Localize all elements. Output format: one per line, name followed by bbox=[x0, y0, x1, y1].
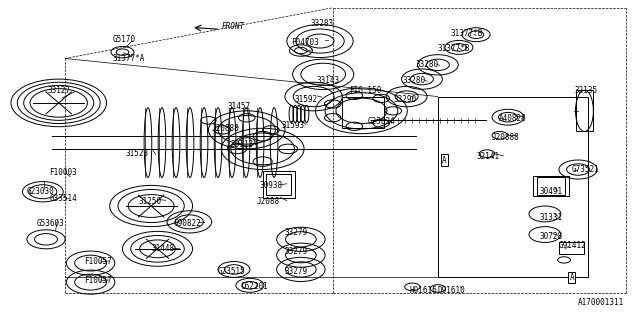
Text: G33514: G33514 bbox=[49, 194, 77, 203]
Text: 33127: 33127 bbox=[47, 86, 70, 95]
Bar bbox=[534, 176, 568, 196]
Text: J20888: J20888 bbox=[212, 124, 239, 133]
Text: 31377*B: 31377*B bbox=[451, 28, 483, 38]
Text: D91610: D91610 bbox=[438, 285, 466, 295]
Text: FRONT: FRONT bbox=[221, 22, 244, 31]
Bar bbox=[262, 171, 294, 198]
Text: 33279: 33279 bbox=[285, 228, 308, 237]
Text: G23030: G23030 bbox=[27, 187, 54, 196]
Text: 30728: 30728 bbox=[540, 232, 563, 241]
Text: FIG.150: FIG.150 bbox=[349, 86, 381, 95]
Text: G53603: G53603 bbox=[36, 219, 64, 228]
Bar bbox=[266, 174, 291, 195]
Text: 31377*B: 31377*B bbox=[438, 44, 470, 53]
Bar bbox=[559, 243, 584, 253]
Text: G91412: G91412 bbox=[559, 241, 587, 250]
Text: 31377*A: 31377*A bbox=[113, 54, 145, 63]
Text: 31250: 31250 bbox=[138, 197, 161, 206]
Text: 33279: 33279 bbox=[285, 247, 308, 257]
Text: A: A bbox=[570, 273, 574, 282]
Text: 33113: 33113 bbox=[231, 140, 254, 148]
Text: 33143: 33143 bbox=[317, 76, 340, 85]
Text: 31457: 31457 bbox=[228, 101, 251, 111]
Text: G23024: G23024 bbox=[368, 117, 396, 126]
Bar bbox=[438, 97, 588, 277]
Text: 32141: 32141 bbox=[476, 152, 499, 161]
Text: 31593: 31593 bbox=[282, 121, 305, 130]
Text: G5170: G5170 bbox=[113, 35, 136, 44]
Text: 30938: 30938 bbox=[259, 181, 283, 190]
Text: J2088: J2088 bbox=[256, 197, 280, 206]
Text: A170001311: A170001311 bbox=[578, 298, 625, 307]
Text: J20888: J20888 bbox=[492, 133, 520, 142]
Text: 33283: 33283 bbox=[310, 19, 333, 28]
Text: G73521: G73521 bbox=[572, 165, 600, 174]
Text: 32135: 32135 bbox=[575, 86, 598, 95]
Text: G23515: G23515 bbox=[218, 267, 246, 276]
Text: F04703: F04703 bbox=[291, 38, 319, 47]
Bar bbox=[537, 178, 565, 195]
Bar bbox=[342, 97, 384, 128]
Text: 31331: 31331 bbox=[540, 212, 563, 222]
Text: H01616: H01616 bbox=[409, 285, 437, 295]
Bar bbox=[575, 90, 593, 132]
Text: F10057: F10057 bbox=[84, 257, 112, 266]
Text: 33290: 33290 bbox=[394, 95, 417, 104]
Text: 33279: 33279 bbox=[285, 267, 308, 276]
Text: A: A bbox=[442, 156, 447, 164]
Text: C62201: C62201 bbox=[241, 282, 268, 292]
Text: 30491: 30491 bbox=[540, 187, 563, 196]
Text: 33280: 33280 bbox=[403, 76, 426, 85]
Text: G90822: G90822 bbox=[173, 219, 201, 228]
Text: F10057: F10057 bbox=[84, 276, 112, 285]
Text: F10003: F10003 bbox=[49, 168, 77, 177]
Text: A40828: A40828 bbox=[499, 114, 526, 123]
Text: 31448: 31448 bbox=[151, 244, 174, 253]
Text: 31592: 31592 bbox=[294, 95, 317, 104]
Text: 33280: 33280 bbox=[415, 60, 438, 69]
Text: 31523: 31523 bbox=[125, 149, 148, 158]
